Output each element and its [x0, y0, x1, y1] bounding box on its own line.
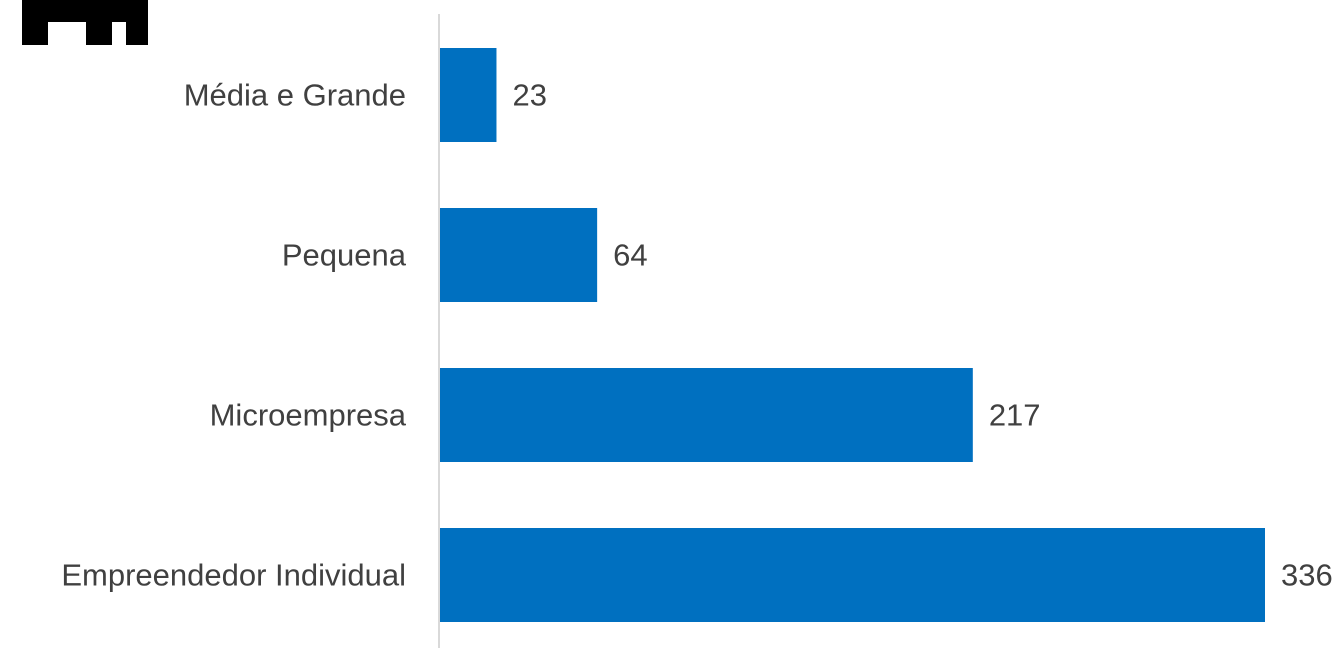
category-label-pequena: Pequena	[282, 238, 407, 273]
bars	[440, 48, 1265, 622]
category-labels: Média e Grande Pequena Microempresa Empreen…	[61, 78, 406, 593]
bar-media-e-grande	[440, 48, 497, 142]
bar-microempresa	[440, 368, 973, 462]
category-label-empreendedor-individual: Empreendedor Individual	[61, 558, 406, 593]
bar-pequena	[440, 208, 598, 302]
category-label-media-e-grande: Média e Grande	[184, 78, 406, 113]
value-labels: 23 64 217 336	[512, 78, 1332, 593]
bar-empreendedor-individual	[440, 528, 1265, 622]
data-label-pequena: 64	[613, 238, 647, 273]
building-logo-icon	[22, 0, 148, 45]
data-label-media-e-grande: 23	[512, 78, 546, 113]
category-label-microempresa: Microempresa	[210, 398, 407, 433]
data-label-microempresa: 217	[989, 398, 1041, 433]
data-label-empreendedor-individual: 336	[1281, 558, 1333, 593]
